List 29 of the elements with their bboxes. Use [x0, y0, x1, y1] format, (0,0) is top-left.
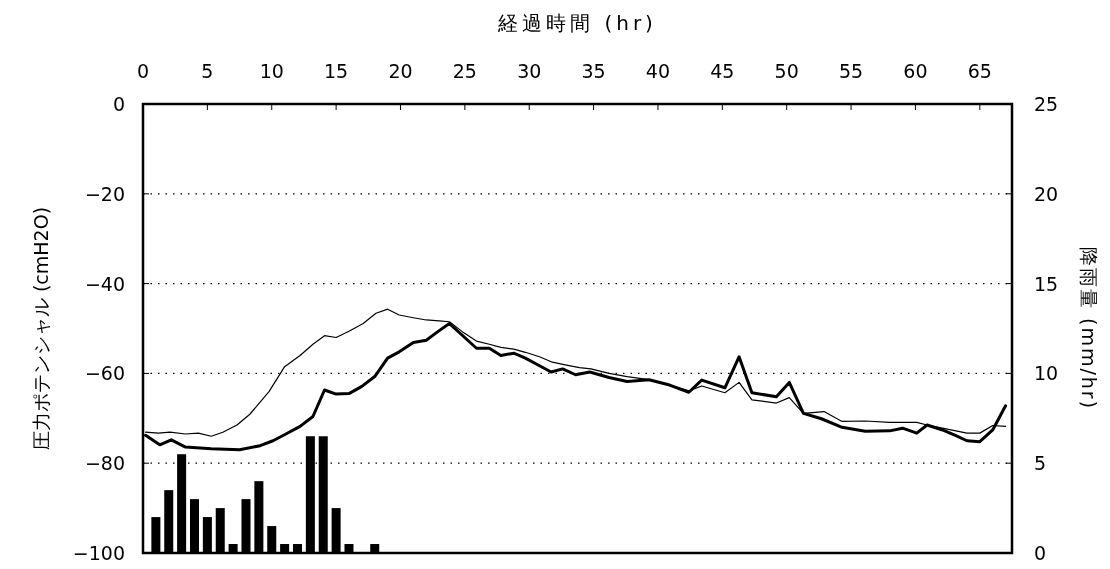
y2-tick-label: 0: [1034, 542, 1047, 564]
y-tick-label: −20: [84, 182, 125, 205]
y-tick-label: −100: [72, 542, 125, 564]
x-tick-label: 30: [517, 60, 542, 82]
y2-tick-label: 5: [1034, 452, 1047, 475]
x-axis-title: 経過時間 (hr): [497, 11, 657, 35]
x-tick-label: 15: [324, 60, 349, 82]
y-tick-label: −40: [84, 272, 125, 295]
x-tick-label: 35: [581, 60, 606, 82]
x-tick-label: 40: [645, 60, 671, 82]
x-tick-label: 60: [903, 60, 928, 82]
x-tick-label: 25: [452, 60, 477, 82]
x-tick-label: 0: [136, 60, 150, 82]
x-tick-label: 65: [967, 60, 992, 82]
y2-tick-label: 15: [1034, 272, 1059, 295]
y2-axis-title: 降雨量 (mm/hr): [1078, 246, 1100, 411]
y-tick-label: −80: [84, 452, 125, 475]
x-tick-label: 45: [710, 60, 735, 82]
y-tick-label: −60: [84, 362, 125, 385]
x-tick-label: 20: [388, 60, 413, 82]
x-tick-label: 10: [259, 60, 284, 82]
y-axis-title: 圧力ポテンシャル (cmH2O): [30, 206, 52, 451]
y2-tick-label: 20: [1034, 182, 1059, 205]
y2-tick-label: 10: [1034, 362, 1059, 385]
y2-tick-label: 25: [1034, 93, 1059, 115]
x-tick-label: 55: [838, 60, 864, 82]
x-tick-label: 50: [774, 60, 799, 82]
x-tick-label: 5: [201, 60, 214, 82]
y-tick-label: 0: [112, 93, 125, 115]
